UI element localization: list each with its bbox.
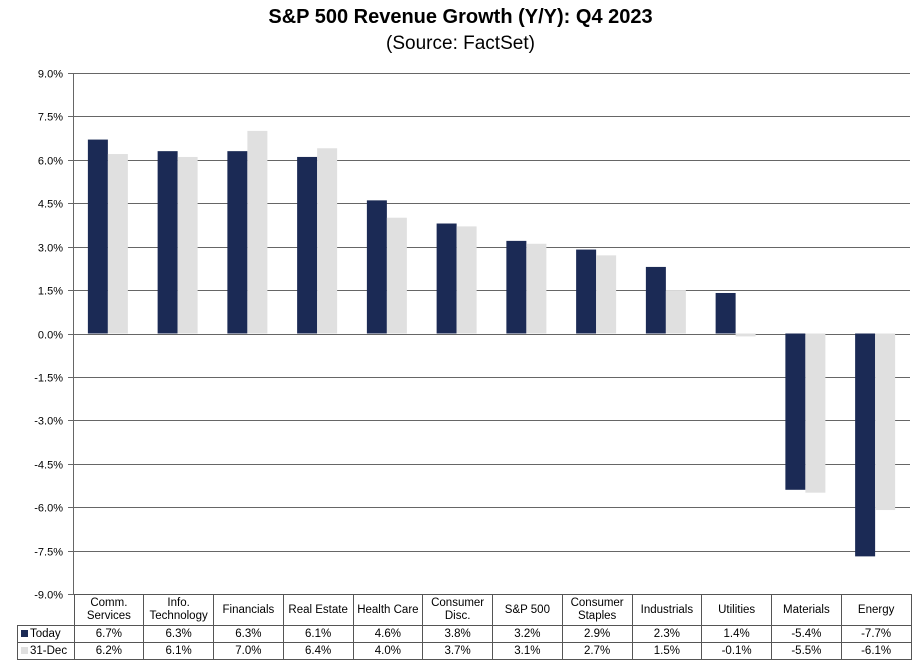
legend-swatch <box>21 646 28 654</box>
bar-31-dec <box>665 290 686 334</box>
bar-today <box>297 156 318 334</box>
table-row: 31-Dec 6.2% 6.1% 7.0% 6.4% 4.0% 3.7% 3.1% 2.7% 1.… <box>17 642 912 660</box>
y-tick-label: 9.0% <box>38 69 63 81</box>
y-tick-label: -9.0% <box>34 590 63 602</box>
bar-today <box>366 200 387 334</box>
data-label: 3.2% <box>492 625 563 643</box>
category-label: Health Care <box>352 594 424 626</box>
bar-31-dec <box>456 226 477 334</box>
y-tick-label: -3.0% <box>34 416 63 428</box>
category-label: Consumer Staples <box>561 594 633 626</box>
legend-label: 31-Dec <box>30 644 68 657</box>
data-label: 1.5% <box>631 642 703 660</box>
bar-today <box>645 266 666 334</box>
data-label: 7.0% <box>213 642 284 660</box>
category-label: Energy <box>840 594 912 626</box>
data-label: -5.4% <box>771 625 842 643</box>
bar-31-dec <box>526 243 547 334</box>
data-label: 6.1% <box>282 625 354 643</box>
chart-title: S&P 500 Revenue Growth (Y/Y): Q4 2023 <box>268 6 653 28</box>
bar-today <box>785 333 806 490</box>
y-tick-label: 1.5% <box>38 286 63 298</box>
table-header-row: Comm. Services Info. Technology Financials Re… <box>18 594 912 626</box>
data-label: 4.6% <box>352 625 424 643</box>
data-label: 6.7% <box>73 625 145 643</box>
category-label: Real Estate <box>282 594 354 626</box>
data-label: 6.4% <box>282 642 354 660</box>
category-label: Consumer Disc. <box>422 594 493 626</box>
y-tick-label: 6.0% <box>38 156 63 168</box>
legend-label: Today <box>30 627 61 640</box>
data-label: 6.3% <box>143 625 214 643</box>
category-label: Comm. Services <box>73 594 145 626</box>
data-label: -6.1% <box>840 642 912 660</box>
y-tick-label: 3.0% <box>38 243 63 255</box>
y-tick-label: -4.5% <box>34 460 63 472</box>
y-axis: 9.0% 7.5% 6.0% 4.5% 3.0% 1.5% 0.0% -1.5% -3.0% -4… <box>34 69 74 602</box>
data-label: 3.1% <box>492 642 563 660</box>
bar-today <box>576 249 597 334</box>
table-row: Today 6.7% 6.3% 6.3% 6.1% 4.6% 3.8% 3.2% 2.9% 2.3… <box>17 625 912 643</box>
data-label: 2.7% <box>561 642 633 660</box>
bar-31-dec <box>177 156 198 334</box>
bar-31-dec <box>317 148 338 334</box>
data-label: 2.3% <box>631 625 703 643</box>
bars <box>87 130 896 557</box>
bar-today <box>157 151 178 334</box>
bar-31-dec <box>386 217 407 334</box>
y-tick-label: -6.0% <box>34 503 63 515</box>
data-label: 4.0% <box>352 642 424 660</box>
data-label: -7.7% <box>840 625 912 643</box>
bar-31-dec <box>107 154 128 334</box>
bar-31-dec <box>735 333 756 337</box>
bar-today <box>715 292 736 334</box>
bar-today <box>506 240 527 334</box>
bar-31-dec <box>805 333 826 493</box>
category-label: Utilities <box>701 594 772 626</box>
y-tick-label: -7.5% <box>34 547 63 559</box>
bar-today <box>855 333 876 557</box>
data-label: 3.8% <box>422 625 493 643</box>
y-tick-label: 4.5% <box>38 199 63 211</box>
y-tick-label: 7.5% <box>38 112 63 124</box>
gridlines <box>68 73 910 595</box>
data-table: Comm. Services Info. Technology Financials Re… <box>17 594 912 660</box>
category-label: Financials <box>213 594 284 626</box>
category-label: Materials <box>771 594 842 626</box>
category-label: Info. Technology <box>143 594 214 626</box>
data-label: -0.1% <box>701 642 772 660</box>
legend-swatch <box>21 629 28 637</box>
y-tick-label: 0.0% <box>38 330 63 342</box>
bar-today <box>227 151 248 334</box>
bar-today <box>436 223 457 334</box>
bar-31-dec <box>247 130 268 334</box>
bar-31-dec <box>596 255 617 334</box>
data-label: 3.7% <box>422 642 493 660</box>
data-label: 6.3% <box>213 625 284 643</box>
bar-today <box>87 139 108 334</box>
legend-entry: Today <box>17 625 75 643</box>
y-tick-label: -1.5% <box>34 373 63 385</box>
bar-31-dec <box>875 333 896 511</box>
data-label: 1.4% <box>701 625 772 643</box>
category-label: S&P 500 <box>492 594 563 626</box>
data-label: 2.9% <box>561 625 633 643</box>
legend-entry: 31-Dec <box>17 642 75 660</box>
table-corner <box>18 595 75 626</box>
category-label: Industrials <box>631 594 703 626</box>
data-label: 6.1% <box>143 642 214 660</box>
data-label: -5.5% <box>771 642 842 660</box>
data-label: 6.2% <box>73 642 145 660</box>
chart-subtitle: (Source: FactSet) <box>386 33 535 54</box>
